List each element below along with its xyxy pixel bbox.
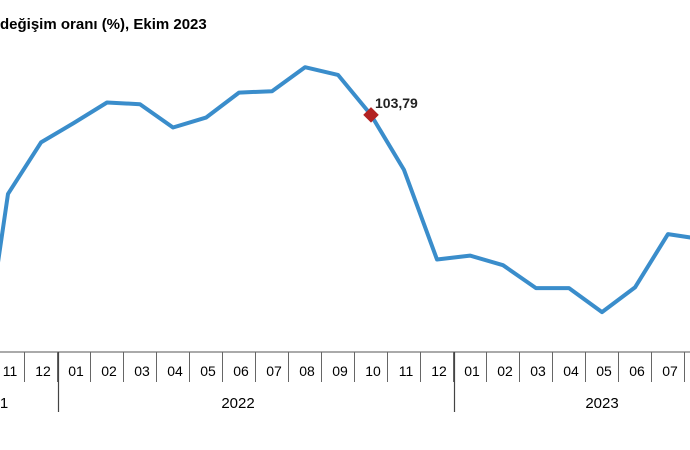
x-tick-label: 07 xyxy=(662,363,678,379)
x-tick-label: 08 xyxy=(299,363,315,379)
x-tick-label: 02 xyxy=(101,363,117,379)
x-axis: 11 12 01 02 03 04 05 06 07 08 09 10 11 12 01 02 03 04 05 06… xyxy=(0,351,690,412)
year-label: 2022 xyxy=(221,395,254,412)
x-tick-label: 06 xyxy=(629,363,645,379)
x-tick-label: 12 xyxy=(35,363,51,379)
x-tick-label: 05 xyxy=(200,363,216,379)
x-tick-label: 05 xyxy=(596,363,612,379)
chart-title: değişim oranı (%), Ekim 2023 xyxy=(0,16,207,33)
x-tick-label: 04 xyxy=(167,363,183,379)
series-line xyxy=(0,65,690,315)
x-tick-label: 07 xyxy=(266,363,282,379)
x-tick-label: 11 xyxy=(399,363,414,379)
x-tick-label: 12 xyxy=(431,363,447,379)
highlight-data-label: 103,79 xyxy=(375,95,418,111)
x-tick-label: 03 xyxy=(530,363,546,379)
x-tick-label: 03 xyxy=(134,363,150,379)
x-tick-label: 02 xyxy=(497,363,513,379)
x-tick-label: 10 xyxy=(365,363,381,379)
x-tick-label: 04 xyxy=(563,363,579,379)
x-tick-label: 11 xyxy=(3,363,18,379)
x-tick-label: 06 xyxy=(233,363,249,379)
year-label: 2023 xyxy=(585,395,618,412)
year-label: 1 xyxy=(0,395,8,412)
x-tick-label: 09 xyxy=(332,363,348,379)
x-tick-label: 01 xyxy=(68,363,84,379)
x-tick-label: 01 xyxy=(464,363,480,379)
series-layer: 103,79 xyxy=(0,65,690,315)
